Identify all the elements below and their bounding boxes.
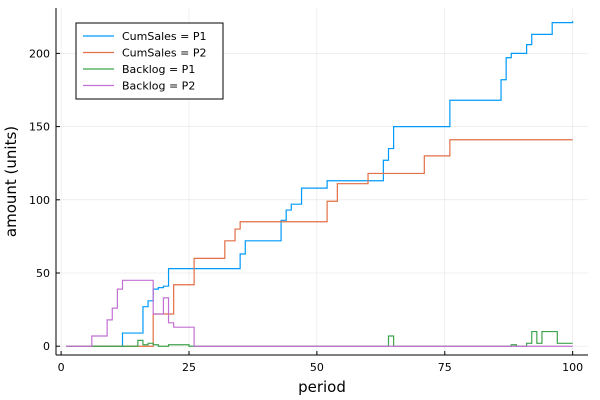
y-tick-label: 200	[29, 47, 50, 60]
x-tick-label: 75	[438, 361, 452, 374]
series-line-2	[66, 139, 573, 347]
y-tick-label: 50	[36, 267, 50, 280]
x-tick-label: 25	[182, 361, 196, 374]
x-axis-label: period	[298, 378, 346, 396]
series-group	[66, 21, 574, 347]
legend-label: Backlog = P1	[122, 63, 195, 76]
x-tick-label: 0	[58, 361, 65, 374]
y-tick-label: 100	[29, 194, 50, 207]
y-tick-label: 150	[29, 121, 50, 134]
y-tick-label: 0	[43, 340, 50, 353]
series-line-3	[66, 330, 573, 347]
axes	[55, 8, 588, 356]
x-tick-label: 100	[562, 361, 583, 374]
legend-label: CumSales = P2	[122, 47, 207, 60]
tick-labels: 0 25 50 75 100 0 50 100 150 200	[29, 47, 583, 374]
y-axis-label: amount (units)	[2, 126, 20, 237]
legend-label: CumSales = P1	[122, 30, 207, 43]
legend-label: Backlog = P2	[122, 80, 195, 93]
series-line-1	[66, 21, 574, 347]
legend: CumSales = P1 CumSales = P2 Backlog = P1 Ba…	[75, 22, 224, 100]
x-tick-label: 50	[310, 361, 324, 374]
series-line-4	[66, 279, 573, 347]
